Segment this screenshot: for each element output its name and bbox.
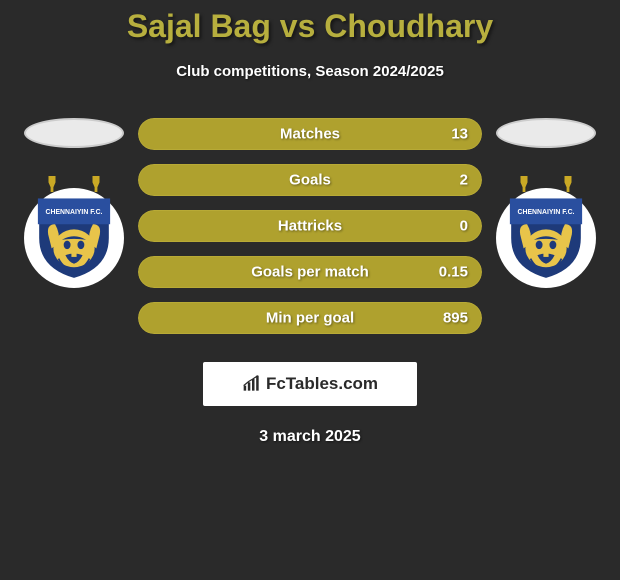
stat-bar: Hattricks 0 [138, 210, 482, 242]
stat-right-value: 895 [443, 310, 468, 327]
club-shield [24, 188, 124, 288]
stat-label: Goals per match [251, 264, 369, 281]
chennaiyin-logo-icon [31, 195, 117, 281]
right-club-badge [496, 176, 596, 288]
chennaiyin-logo-icon [503, 195, 589, 281]
stat-bar: Goals 2 [138, 164, 482, 196]
trophy-icon [561, 176, 575, 192]
stat-bar: Min per goal 895 [138, 302, 482, 334]
stat-right-value: 2 [460, 172, 468, 189]
trophy-icon [89, 176, 103, 192]
club-shield [496, 188, 596, 288]
attribution-box: FcTables.com [203, 362, 417, 406]
stats-column: Matches 13 Goals 2 Hattricks 0 Goals per match… [138, 118, 482, 334]
barchart-icon [242, 374, 262, 394]
stat-label: Hattricks [278, 218, 342, 235]
page-title: Sajal Bag vs Choudhary [0, 8, 620, 45]
comparison-card: Sajal Bag vs Choudhary Club competitions… [0, 0, 620, 446]
attribution-text: FcTables.com [266, 374, 378, 394]
stat-bar: Matches 13 [138, 118, 482, 150]
left-club-badge [24, 176, 124, 288]
left-player-avatar [24, 118, 124, 148]
trophy-icon [45, 176, 59, 192]
body-row: Matches 13 Goals 2 Hattricks 0 Goals per match… [0, 118, 620, 334]
stat-bar: Goals per match 0.15 [138, 256, 482, 288]
stat-right-value: 0.15 [439, 264, 468, 281]
stat-label: Goals [289, 172, 331, 189]
date: 3 march 2025 [0, 428, 620, 446]
left-player-col [24, 118, 124, 288]
subtitle: Club competitions, Season 2024/2025 [0, 63, 620, 80]
stat-label: Matches [280, 126, 340, 143]
right-player-avatar [496, 118, 596, 148]
stat-right-value: 13 [451, 126, 468, 143]
right-player-col [496, 118, 596, 288]
stat-right-value: 0 [460, 218, 468, 235]
stat-label: Min per goal [266, 310, 354, 327]
trophy-icon [517, 176, 531, 192]
